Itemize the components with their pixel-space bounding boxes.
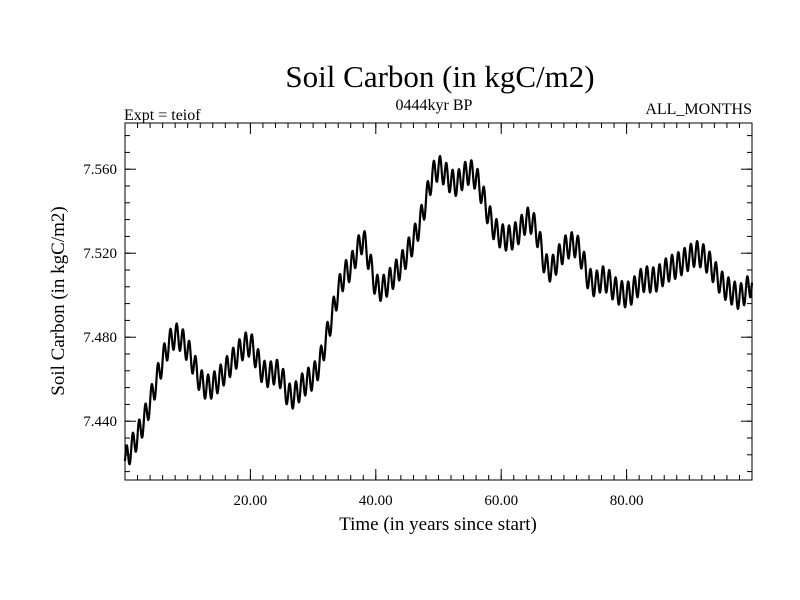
plot-frame — [124, 122, 753, 481]
tick-labels: 20.00 40.00 60.00 80.00 7.440 7.480 7.520 7.560 — [83, 162, 643, 509]
subtitle-right: ALL_MONTHS — [645, 101, 752, 118]
subtitle-center: 0444kyr BP — [396, 97, 473, 114]
x-axis-label: Time (in years since start) — [339, 514, 537, 535]
y-tick-label: 7.440 — [83, 414, 117, 430]
y-axis-label: Soil Carbon (in kgC/m2) — [48, 206, 69, 395]
y-tick-label: 7.560 — [83, 162, 117, 178]
x-tick-label: 40.00 — [359, 493, 393, 509]
x-tick-label: 80.00 — [610, 493, 644, 509]
x-tick-label: 60.00 — [484, 493, 518, 509]
subtitle-left: Expt = teiof — [124, 107, 201, 124]
y-tick-label: 7.520 — [83, 246, 117, 262]
chart-title: Soil Carbon (in kgC/m2) — [285, 59, 594, 94]
x-tick-label: 20.00 — [234, 493, 268, 509]
y-tick-label: 7.480 — [83, 330, 117, 346]
axis-ticks — [125, 123, 752, 480]
series-line — [123, 154, 754, 466]
